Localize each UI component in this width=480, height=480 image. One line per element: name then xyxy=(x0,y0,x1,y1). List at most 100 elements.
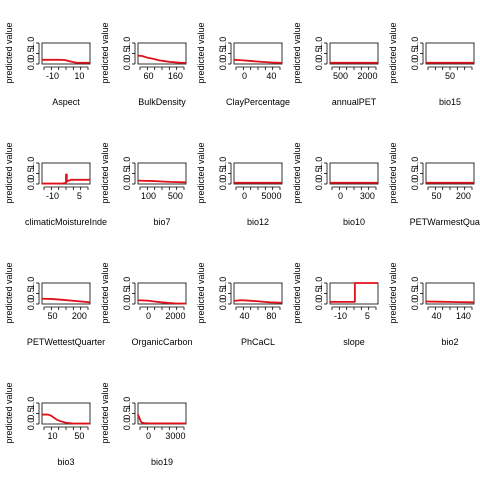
plot-frame xyxy=(425,162,475,185)
y-tick-label: 1.0 xyxy=(314,37,324,50)
y-tick-label: 1.0 xyxy=(26,397,36,410)
y-tick-label: 0.0 xyxy=(26,418,36,431)
y-tick-label: 0.0 xyxy=(314,298,324,311)
y-axis-title: predicted value xyxy=(388,262,398,323)
chart-panel-bio2: 0.00.51.0 predicted value 40 140 bio2 xyxy=(388,262,475,347)
y-tick-label: 0.0 xyxy=(218,58,228,71)
plot-frame xyxy=(41,162,91,185)
y-axis-title: predicted value xyxy=(100,142,110,203)
x-tick-label: 2000 xyxy=(357,71,377,81)
y-tick-label: 0.0 xyxy=(122,418,132,431)
y-tick-label: 1.0 xyxy=(122,37,132,50)
x-tick-label: 500 xyxy=(168,191,183,201)
x-tick-label: 0 xyxy=(146,431,151,441)
plot-frame xyxy=(425,282,475,305)
y-axis-title: predicted value xyxy=(292,22,302,83)
x-tick-label: 2000 xyxy=(165,311,185,321)
series-line-ClayPercentage xyxy=(233,58,283,64)
chart-panel-BulkDensity: 0.00.51.0 predicted value 60 160 BulkDensity xyxy=(100,22,187,107)
y-tick-label: 1.0 xyxy=(218,37,228,50)
y-tick-label: 0.5 xyxy=(410,287,420,300)
x-tick-label: 0 xyxy=(338,191,343,201)
y-axis-title: predicted value xyxy=(388,22,398,83)
y-tick-label: 1.0 xyxy=(26,157,36,170)
y-tick-label: 0.5 xyxy=(122,167,132,180)
x-tick-label: 40 xyxy=(240,311,250,321)
x-axis-title: bio15 xyxy=(439,97,461,107)
x-tick-label: 5 xyxy=(77,191,82,201)
chart-panel-Aspect: 0.00.51.0 predicted value -10 10 Aspect xyxy=(4,22,91,107)
y-tick-label: 0.5 xyxy=(410,167,420,180)
x-tick-label: 50 xyxy=(74,431,84,441)
x-tick-label: 50 xyxy=(445,71,455,81)
x-tick-label: 100 xyxy=(141,191,156,201)
x-tick-label: 50 xyxy=(48,311,58,321)
chart-panel-annualPET: 0.00.51.0 predicted value 500 2000 annualPET xyxy=(292,22,379,107)
y-axis-title: predicted value xyxy=(4,142,14,203)
y-tick-label: 0.0 xyxy=(122,178,132,191)
plot-frame xyxy=(137,42,187,65)
y-tick-label: 0.5 xyxy=(26,47,36,60)
y-tick-label: 1.0 xyxy=(218,157,228,170)
y-tick-label: 0.0 xyxy=(410,178,420,191)
chart-panel-climaticMoistureInde: 0.00.51.0 predicted value -10 5 climaticMois… xyxy=(4,142,107,227)
series-line-bio3 xyxy=(42,413,90,425)
y-tick-label: 1.0 xyxy=(122,277,132,290)
x-tick-label: 50 xyxy=(432,191,442,201)
y-tick-label: 0.5 xyxy=(122,407,132,420)
y-axis-title: predicted value xyxy=(4,382,14,443)
x-tick-label: 40 xyxy=(266,71,276,81)
chart-panel-bio19: 0.00.51.0 predicted value 0 3000 bio19 xyxy=(100,382,187,467)
y-tick-label: 1.0 xyxy=(410,157,420,170)
plot-frame xyxy=(329,162,379,185)
y-axis-title: predicted value xyxy=(196,142,206,203)
x-tick-label: 10 xyxy=(74,71,84,81)
x-tick-label: -10 xyxy=(334,311,347,321)
x-tick-label: 500 xyxy=(333,71,348,81)
plot-frame xyxy=(233,162,283,185)
plot-frame xyxy=(137,282,187,305)
plot-frame xyxy=(41,282,91,305)
x-axis-title: Aspect xyxy=(52,97,80,107)
chart-panel-bio10: 0.00.51.0 predicted value 0 300 bio10 xyxy=(292,142,379,227)
chart-panel-bio3: 0.00.51.0 predicted value 10 50 bio3 xyxy=(4,382,91,467)
plot-frame xyxy=(137,402,187,425)
y-tick-label: 0.5 xyxy=(218,287,228,300)
y-tick-label: 0.5 xyxy=(314,47,324,60)
x-tick-label: 0 xyxy=(242,191,247,201)
plot-frame xyxy=(233,42,283,65)
y-axis-title: predicted value xyxy=(196,262,206,323)
y-tick-label: 0.5 xyxy=(314,167,324,180)
chart-panel-bio12: 0.00.51.0 predicted value 0 5000 bio12 xyxy=(196,142,283,227)
y-tick-label: 1.0 xyxy=(314,277,324,290)
x-axis-title: bio19 xyxy=(151,457,173,467)
x-axis-title: bio10 xyxy=(343,217,365,227)
y-tick-label: 0.0 xyxy=(410,58,420,71)
y-tick-label: 0.0 xyxy=(410,298,420,311)
x-tick-label: 10 xyxy=(48,431,58,441)
y-tick-label: 0.0 xyxy=(314,178,324,191)
y-tick-label: 0.0 xyxy=(122,298,132,311)
y-tick-label: 0.0 xyxy=(26,58,36,71)
series-line-bio19 xyxy=(137,414,186,425)
y-axis-title: predicted value xyxy=(4,262,14,323)
x-axis-title: annualPET xyxy=(332,97,377,107)
y-axis-title: predicted value xyxy=(196,22,206,83)
x-tick-label: -10 xyxy=(46,71,59,81)
x-axis-title: ClayPercentage xyxy=(226,97,290,107)
y-tick-label: 1.0 xyxy=(122,157,132,170)
series-line-slope xyxy=(330,282,378,303)
y-tick-label: 0.0 xyxy=(218,298,228,311)
x-axis-title: bio2 xyxy=(441,337,458,347)
x-tick-label: 80 xyxy=(266,311,276,321)
x-axis-title: bio7 xyxy=(153,217,170,227)
y-tick-label: 0.5 xyxy=(26,287,36,300)
chart-panel-ClayPercentage: 0.00.51.0 predicted value 0 40 ClayPercentag… xyxy=(196,22,290,107)
x-tick-label: 40 xyxy=(432,311,442,321)
y-tick-label: 0.5 xyxy=(218,167,228,180)
x-tick-label: 160 xyxy=(168,71,183,81)
y-tick-label: 0.0 xyxy=(26,178,36,191)
y-tick-label: 1.0 xyxy=(410,37,420,50)
series-line-BulkDensity xyxy=(137,54,187,64)
x-tick-label: 3000 xyxy=(165,431,185,441)
